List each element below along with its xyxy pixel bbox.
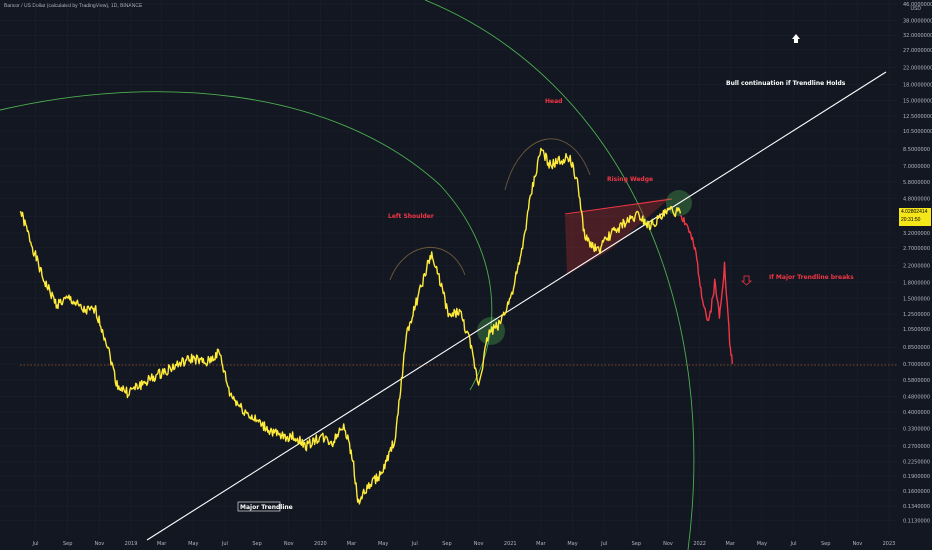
x-tick-label: Mar xyxy=(536,541,546,547)
y-tick-label: 1.0500000 xyxy=(903,327,930,333)
current-price-tag: 4.02802414 20:31:50 xyxy=(899,208,931,226)
y-tick-label: 10.5000000 xyxy=(903,129,932,135)
left-arc xyxy=(0,91,493,391)
y-tick-label: 1.2500000 xyxy=(903,312,930,318)
left-shoulder-arc xyxy=(389,247,466,281)
major-trendline-label: Major Trendline xyxy=(240,504,293,511)
y-tick-label: 2.2000000 xyxy=(903,263,930,269)
up-arrow-icon xyxy=(792,34,800,43)
y-tick-label: 5.8000000 xyxy=(903,180,930,186)
large-arc xyxy=(424,0,695,550)
x-tick-label: Jul xyxy=(221,541,228,547)
y-tick-label: 27.0000000 xyxy=(903,48,932,54)
grid xyxy=(0,0,897,535)
series-group xyxy=(19,147,733,505)
bull-continuation-label: Bull continuation if Trendline Holds xyxy=(726,80,846,87)
x-tick-label: 2023 xyxy=(883,541,896,547)
y-tick-label: 4.8000000 xyxy=(903,196,930,202)
y-tick-label: 0.5800000 xyxy=(903,378,930,384)
y-tick-label: 0.1340000 xyxy=(903,504,930,510)
x-tick-label: Sep xyxy=(632,541,641,547)
x-tick-label: Sep xyxy=(63,541,72,547)
x-tick-label: 2022 xyxy=(693,541,706,547)
x-tick-label: Mar xyxy=(157,541,167,547)
major-trendline-label-box xyxy=(237,501,281,512)
x-axis: Jul Sep Nov 2019 Mar May Jul Sep Nov 2020 Mar May Ju… xyxy=(32,541,896,547)
x-tick-label: Sep xyxy=(252,541,261,547)
chart-title: Bancor / US Dollar (calculated by Tradin… xyxy=(4,3,143,9)
y-tick-label: 15.0000000 xyxy=(903,98,932,104)
y-tick-label: 38.0000000 xyxy=(903,18,932,24)
head-arc xyxy=(504,138,591,191)
rising-wedge-shape xyxy=(565,198,670,275)
trendline-break-label: If Major Trendline breaks xyxy=(769,274,854,281)
x-tick-label: 2019 xyxy=(125,541,138,547)
x-tick-label: Jul xyxy=(790,541,797,547)
y-tick-label: 0.4800000 xyxy=(903,394,930,400)
y-tick-label: 0.1600000 xyxy=(903,489,930,495)
down-arrow-icon xyxy=(740,275,753,286)
y-tick-label: 0.4000000 xyxy=(903,410,930,416)
major-trendline xyxy=(146,71,887,541)
price-series-line xyxy=(19,147,682,505)
y-tick-label: 0.2250000 xyxy=(903,459,930,465)
currency-label: USD xyxy=(910,6,921,12)
x-tick-label: May xyxy=(378,541,388,547)
x-tick-label: Nov xyxy=(663,541,673,547)
x-tick-label: May xyxy=(188,541,198,547)
y-tick-label: 0.8500000 xyxy=(903,345,930,351)
x-tick-label: 2020 xyxy=(314,541,327,547)
y-tick-label: 12.5000000 xyxy=(903,114,932,120)
y-tick-label: 46.0000000 xyxy=(903,2,932,8)
y-tick-label: 7.0000000 xyxy=(903,164,930,170)
x-tick-label: Sep xyxy=(821,541,830,547)
y-tick-label: 22.0000000 xyxy=(903,65,932,71)
x-tick-label: Jul xyxy=(32,541,39,547)
x-tick-label: Nov xyxy=(94,541,104,547)
projection-series-line xyxy=(679,214,733,364)
x-tick-label: Jul xyxy=(411,541,418,547)
y-tick-label: 0.1130000 xyxy=(903,519,930,525)
wedge-upper-line xyxy=(564,198,673,215)
candle-countdown: 20:31:50 xyxy=(901,217,921,223)
x-tick-label: Nov xyxy=(474,541,484,547)
y-tick-label: 32.0000000 xyxy=(903,33,932,39)
y-tick-label: 8.5000000 xyxy=(903,147,930,153)
x-tick-label: 2021 xyxy=(504,541,517,547)
y-tick-label: 0.2700000 xyxy=(903,444,930,450)
y-tick-label: 0.3300000 xyxy=(903,427,930,433)
y-tick-label: 1.5000000 xyxy=(903,296,930,302)
y-tick-label: 2.7000000 xyxy=(903,246,930,252)
y-tick-label: 3.2000000 xyxy=(903,231,930,237)
x-tick-label: Mar xyxy=(726,541,736,547)
head-label: Head xyxy=(545,98,562,105)
y-tick-label: 0.1900000 xyxy=(903,474,930,480)
y-tick-label: 1.8000000 xyxy=(903,281,930,287)
y-axis: 46.0000000 38.0000000 32.0000000 27.0000000… xyxy=(903,2,932,525)
x-tick-label: Mar xyxy=(347,541,357,547)
y-tick-label: 18.0000000 xyxy=(903,83,932,89)
rising-wedge-label: Rising Wedge xyxy=(607,176,653,183)
left-shoulder-label: Left Shoulder xyxy=(388,213,434,220)
x-tick-label: Jul xyxy=(600,541,607,547)
y-tick-label: 0.7000000 xyxy=(903,362,930,368)
x-tick-label: Nov xyxy=(284,541,294,547)
x-tick-label: May xyxy=(757,541,767,547)
x-tick-label: May xyxy=(567,541,577,547)
current-price: 4.02802414 xyxy=(901,209,928,215)
x-tick-label: Sep xyxy=(442,541,451,547)
x-tick-label: Nov xyxy=(852,541,862,547)
